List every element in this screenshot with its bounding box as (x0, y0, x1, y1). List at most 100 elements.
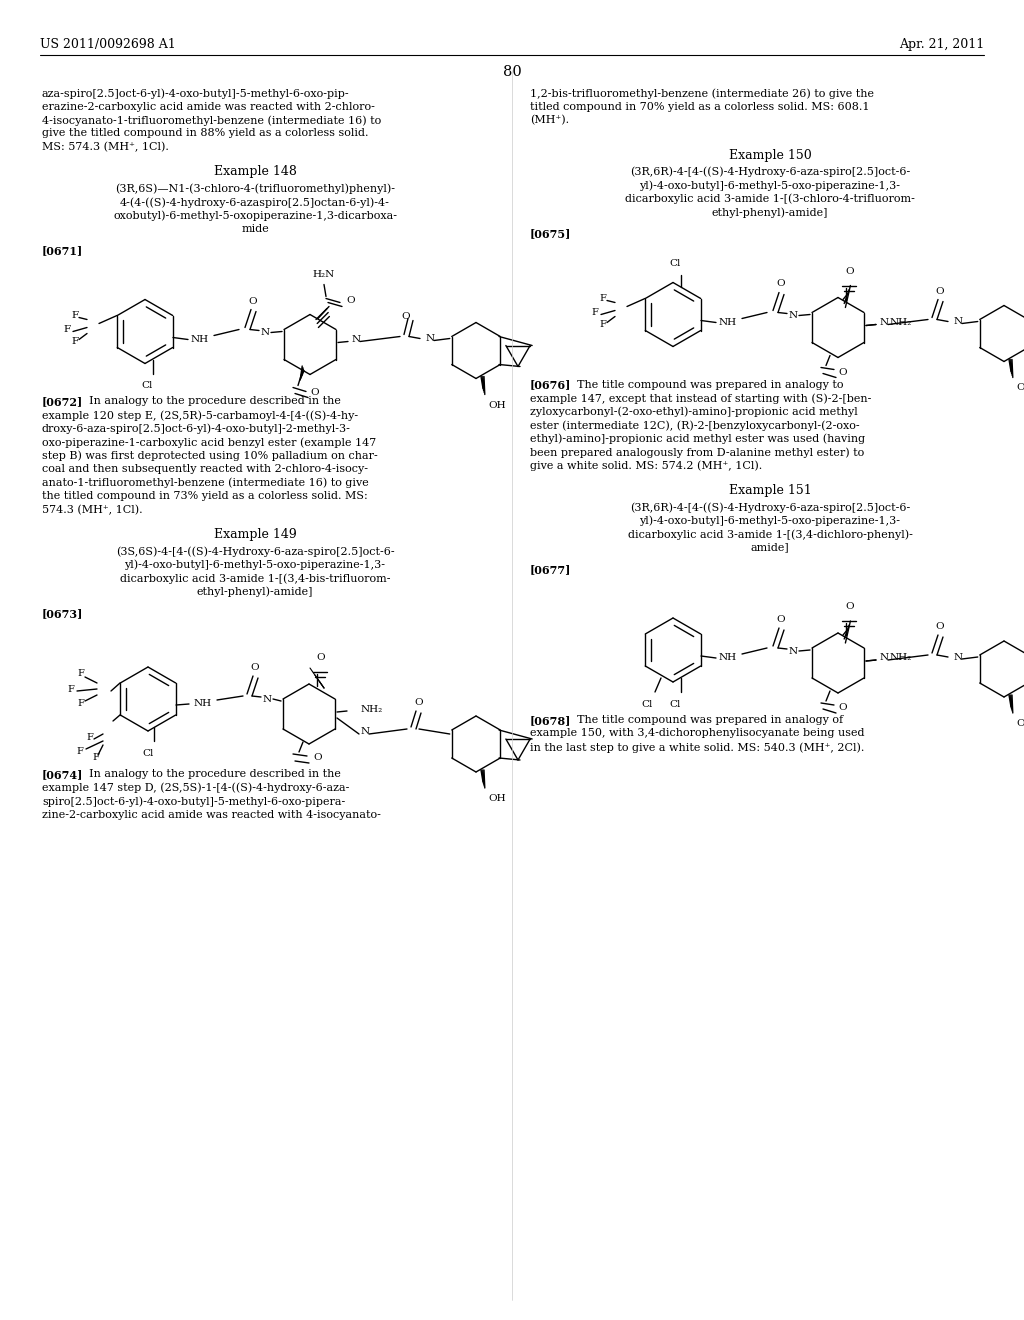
Text: NH: NH (194, 700, 212, 709)
Text: F: F (600, 319, 606, 329)
Text: N: N (954, 652, 964, 661)
Text: erazine-2-carboxylic acid amide was reacted with 2-chloro-: erazine-2-carboxylic acid amide was reac… (42, 102, 375, 111)
Text: O: O (251, 663, 259, 672)
Text: ester (intermediate 12C), (R)-2-[benzyloxycarbonyl-(2-oxo-: ester (intermediate 12C), (R)-2-[benzylo… (530, 420, 859, 430)
Text: [0673]: [0673] (42, 609, 83, 619)
Text: oxobutyl)-6-methyl-5-oxopiperazine-1,3-dicarboxa-: oxobutyl)-6-methyl-5-oxopiperazine-1,3-d… (113, 210, 397, 220)
Text: N: N (361, 727, 370, 737)
Text: [0678]: [0678] (530, 715, 571, 726)
Text: amide]: amide] (751, 543, 790, 553)
Text: N: N (260, 327, 269, 337)
Text: the titled compound in 73% yield as a colorless solid. MS:: the titled compound in 73% yield as a co… (42, 491, 368, 502)
Text: [0674]: [0674] (42, 770, 83, 780)
Text: F: F (63, 325, 71, 334)
Text: [0675]: [0675] (530, 228, 571, 239)
Text: titled compound in 70% yield as a colorless solid. MS: 608.1: titled compound in 70% yield as a colorl… (530, 102, 869, 111)
Text: Cl: Cl (142, 748, 154, 758)
Text: F: F (68, 685, 75, 693)
Text: F: F (78, 668, 84, 677)
Text: O: O (838, 704, 847, 713)
Text: Cl: Cl (141, 381, 153, 391)
Text: 574.3 (MH⁺, 1Cl).: 574.3 (MH⁺, 1Cl). (42, 504, 142, 515)
Text: ethyl-phenyl)-amide]: ethyl-phenyl)-amide] (712, 207, 828, 218)
Text: example 147 step D, (2S,5S)-1-[4-((S)-4-hydroxy-6-aza-: example 147 step D, (2S,5S)-1-[4-((S)-4-… (42, 783, 349, 793)
Text: F: F (72, 337, 79, 346)
Text: F: F (92, 752, 99, 762)
Text: anato-1-trifluoromethyl-benzene (intermediate 16) to give: anato-1-trifluoromethyl-benzene (interme… (42, 478, 369, 488)
Text: NH: NH (719, 653, 737, 663)
Text: F: F (592, 308, 598, 317)
Text: zyloxycarbonyl-(2-oxo-ethyl)-amino]-propionic acid methyl: zyloxycarbonyl-(2-oxo-ethyl)-amino]-prop… (530, 407, 858, 417)
Text: (3R,6R)-4-[4-((S)-4-Hydroxy-6-aza-spiro[2.5]oct-6-: (3R,6R)-4-[4-((S)-4-Hydroxy-6-aza-spiro[… (630, 166, 910, 177)
Text: droxy-6-aza-spiro[2.5]oct-6-yl)-4-oxo-butyl]-2-methyl-3-: droxy-6-aza-spiro[2.5]oct-6-yl)-4-oxo-bu… (42, 424, 351, 434)
Text: O: O (936, 286, 944, 296)
Text: O: O (316, 653, 326, 663)
Text: In analogy to the procedure described in the: In analogy to the procedure described in… (78, 396, 341, 407)
Text: example 150, with 3,4-dichorophenylisocyanate being used: example 150, with 3,4-dichorophenylisocy… (530, 729, 864, 738)
Text: [0676]: [0676] (530, 380, 571, 391)
Text: yl)-4-oxo-butyl]-6-methyl-5-oxo-piperazine-1,3-: yl)-4-oxo-butyl]-6-methyl-5-oxo-piperazi… (640, 180, 900, 190)
Text: US 2011/0092698 A1: US 2011/0092698 A1 (40, 38, 176, 51)
Text: N: N (880, 653, 889, 663)
Text: 4-(4-((S)-4-hydroxy-6-azaspiro[2.5]octan-6-yl)-4-: 4-(4-((S)-4-hydroxy-6-azaspiro[2.5]octan… (120, 197, 390, 207)
Text: coal and then subsequently reacted with 2-chloro-4-isocy-: coal and then subsequently reacted with … (42, 465, 368, 474)
Text: F: F (87, 733, 93, 742)
Text: give a white solid. MS: 574.2 (MH⁺, 1Cl).: give a white solid. MS: 574.2 (MH⁺, 1Cl)… (530, 461, 762, 471)
Text: (MH⁺).: (MH⁺). (530, 115, 569, 125)
Text: MS: 574.3 (MH⁺, 1Cl).: MS: 574.3 (MH⁺, 1Cl). (42, 143, 169, 152)
Text: dicarboxylic acid 3-amide 1-[(3,4-dichloro-phenyl)-: dicarboxylic acid 3-amide 1-[(3,4-dichlo… (628, 529, 912, 540)
Text: Apr. 21, 2011: Apr. 21, 2011 (899, 38, 984, 51)
Text: Example 150: Example 150 (729, 149, 811, 161)
Text: O: O (846, 267, 854, 276)
Text: example 147, except that instead of starting with (S)-2-[ben-: example 147, except that instead of star… (530, 393, 871, 404)
Text: O: O (415, 698, 423, 708)
Text: N: N (262, 694, 271, 704)
Text: N: N (788, 647, 798, 656)
Text: dicarboxylic acid 3-amide 1-[(3-chloro-4-trifluorom-: dicarboxylic acid 3-amide 1-[(3-chloro-4… (625, 194, 914, 205)
Text: 1,2-bis-trifluoromethyl-benzene (intermediate 26) to give the: 1,2-bis-trifluoromethyl-benzene (interme… (530, 88, 874, 99)
Text: O: O (776, 615, 785, 624)
Text: The title compound was prepared in analogy to: The title compound was prepared in analo… (566, 380, 844, 389)
Text: give the titled compound in 88% yield as a colorless solid.: give the titled compound in 88% yield as… (42, 128, 369, 139)
Text: yl)-4-oxo-butyl]-6-methyl-5-oxo-piperazine-1,3-: yl)-4-oxo-butyl]-6-methyl-5-oxo-piperazi… (640, 516, 900, 527)
Text: been prepared analogously from D-alanine methyl ester) to: been prepared analogously from D-alanine… (530, 447, 864, 458)
Text: O: O (838, 368, 847, 378)
Text: N: N (352, 335, 361, 345)
Text: NH: NH (719, 318, 737, 327)
Text: F: F (600, 294, 606, 304)
Text: NH₂: NH₂ (361, 705, 383, 714)
Text: in the last step to give a white solid. MS: 540.3 (MH⁺, 2Cl).: in the last step to give a white solid. … (530, 742, 864, 752)
Text: mide: mide (241, 224, 269, 234)
Text: yl)-4-oxo-butyl]-6-methyl-5-oxo-piperazine-1,3-: yl)-4-oxo-butyl]-6-methyl-5-oxo-piperazi… (125, 560, 385, 570)
Text: step B) was first deprotected using 10% palladium on char-: step B) was first deprotected using 10% … (42, 450, 378, 461)
Text: OH: OH (1016, 719, 1024, 729)
Text: The title compound was prepared in analogy of: The title compound was prepared in analo… (566, 715, 843, 725)
Text: Cl: Cl (641, 700, 652, 709)
Text: NH₂: NH₂ (890, 653, 912, 663)
Text: N: N (880, 318, 889, 327)
Text: O: O (313, 754, 322, 763)
Text: N: N (954, 317, 964, 326)
Text: (3R,6R)-4-[4-((S)-4-Hydroxy-6-aza-spiro[2.5]oct-6-: (3R,6R)-4-[4-((S)-4-Hydroxy-6-aza-spiro[… (630, 502, 910, 512)
Text: zine-2-carboxylic acid amide was reacted with 4-isocyanato-: zine-2-carboxylic acid amide was reacted… (42, 809, 381, 820)
Text: OH: OH (1016, 384, 1024, 392)
Text: spiro[2.5]oct-6-yl)-4-oxo-butyl]-5-methyl-6-oxo-pipera-: spiro[2.5]oct-6-yl)-4-oxo-butyl]-5-methy… (42, 796, 345, 807)
Text: Example 149: Example 149 (214, 528, 296, 541)
Text: O: O (310, 388, 318, 397)
Text: O: O (776, 280, 785, 289)
Text: OH: OH (488, 795, 506, 803)
Text: Cl: Cl (670, 700, 681, 709)
Text: O: O (846, 602, 854, 611)
Text: 80: 80 (503, 65, 521, 79)
Text: 4-isocyanato-1-trifluoromethyl-benzene (intermediate 16) to: 4-isocyanato-1-trifluoromethyl-benzene (… (42, 115, 381, 125)
Text: OH: OH (488, 400, 506, 409)
Text: oxo-piperazine-1-carboxylic acid benzyl ester (example 147: oxo-piperazine-1-carboxylic acid benzyl … (42, 437, 376, 447)
Text: F: F (78, 698, 84, 708)
Text: O: O (401, 312, 411, 321)
Text: F: F (72, 312, 79, 319)
Text: O: O (249, 297, 257, 305)
Text: dicarboxylic acid 3-amide 1-[(3,4-bis-trifluorom-: dicarboxylic acid 3-amide 1-[(3,4-bis-tr… (120, 573, 390, 583)
Text: [0672]: [0672] (42, 396, 83, 408)
Text: ethyl)-amino]-propionic acid methyl ester was used (having: ethyl)-amino]-propionic acid methyl este… (530, 433, 865, 444)
Text: [0677]: [0677] (530, 564, 571, 576)
